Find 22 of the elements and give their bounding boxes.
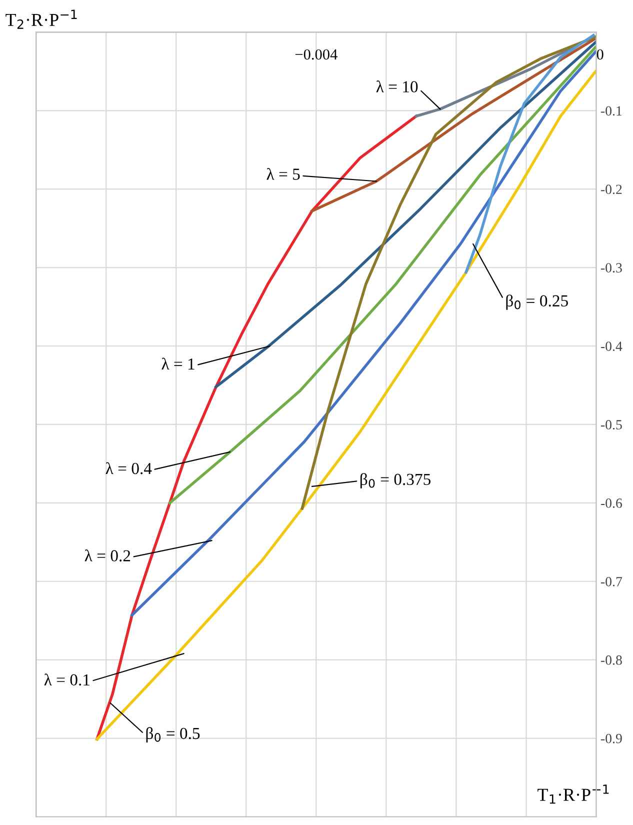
annotation: β$_{0}$ = 0.5 [146,727,200,742]
x-tick-label: −0.004 [295,49,338,60]
annotation: λ = 5 [266,168,300,180]
y-tick-label: -0.6 [600,498,622,508]
annotation: λ = 10 [376,80,418,92]
annotation: β$_{0}$ = 0.375 [360,473,430,488]
y-tick-label: -0.2 [600,184,622,194]
y-tick-label: -0.3 [600,263,622,273]
annotation: λ = 0.2 [84,550,130,562]
annotation: λ = 1 [162,358,194,370]
y-tick-label: -0.7 [600,576,622,586]
y-tick-label: -0.4 [600,342,622,352]
y-tick-label: -0.1 [600,106,622,116]
x-tick-label: 0 [596,49,604,60]
y-tick-label: -0.9 [600,734,622,744]
x-axis-title: T$_{1}$·R·P$^{−1}$ [538,784,609,804]
y-axis-title: T$_{2}$·R·P$^{−1}$ [6,10,77,29]
annotation: λ = 0.1 [44,674,90,686]
y-tick-label: -0.8 [600,655,622,665]
y-tick-label: -0.5 [600,420,622,430]
annotation: β$_{0}$ = 0.25 [506,294,568,310]
annotation: λ = 0.4 [106,462,152,474]
